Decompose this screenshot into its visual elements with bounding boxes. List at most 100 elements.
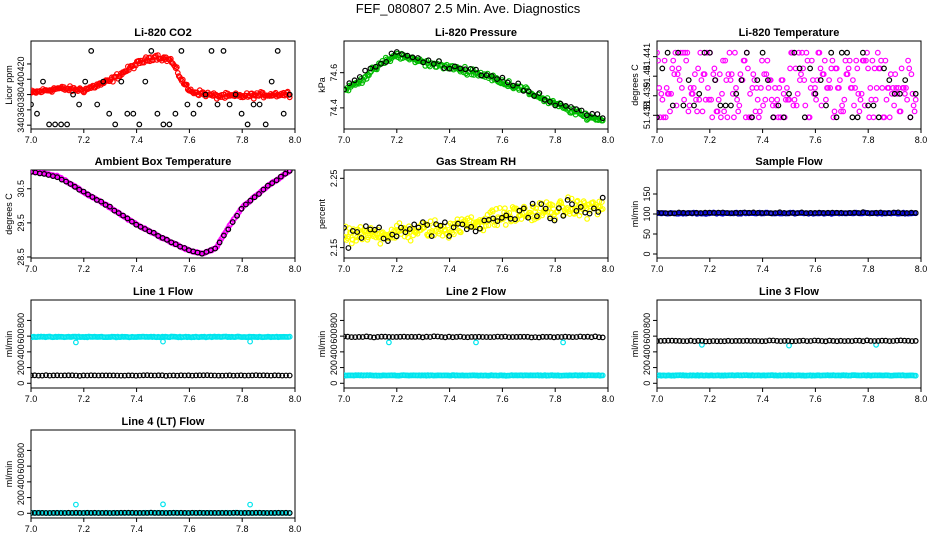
data-point [441,65,448,71]
data-point [73,509,79,516]
data-point [858,90,865,97]
data-point [912,338,919,344]
data-point [599,117,606,124]
data-point [849,338,855,345]
data-point [820,71,827,78]
panel-9: Line 3 Flow 7.0 7.2 7.4 7.6 7.8 8.0 0 2004006008… [630,286,927,404]
data-point [238,205,245,212]
x-tick-label: 7.6 [809,135,822,145]
data-point [669,65,676,72]
data-point [506,334,512,341]
data-point [502,205,508,212]
data-point [499,74,506,81]
data-point [100,78,107,85]
data-point [883,96,890,103]
data-point [204,372,211,379]
data-point [88,510,94,516]
data-point [596,198,603,205]
data-point [821,57,828,64]
data-point [367,65,374,72]
data-point [144,372,151,379]
y-axis-label: ml/min [317,331,327,358]
data-point [794,90,801,97]
data-point [882,57,889,64]
data-point [50,510,57,516]
data-point [237,206,244,213]
data-point [898,65,905,72]
data-point [476,333,482,340]
data-point [442,334,449,341]
x-tick-label: 7.8 [862,135,875,145]
data-point [376,224,383,231]
y-tick-label: 0 [16,381,26,386]
x-tick-label: 7.4 [130,524,143,534]
data-point [912,90,919,97]
data-point [286,94,293,101]
data-point [599,206,606,212]
data-point [348,240,355,247]
data-point [35,510,42,516]
data-point [457,229,464,236]
data-point [716,71,723,78]
data-point [220,232,227,239]
data-point [758,84,764,91]
data-point [897,108,904,115]
data-point [759,57,765,64]
data-point [76,372,83,379]
data-point [837,337,844,344]
data-point [230,216,237,223]
data-point [871,338,878,344]
data-point [556,205,562,212]
data-point [80,372,87,379]
data-point [675,65,682,72]
data-point [685,77,692,83]
data-point [764,57,771,64]
data-point [286,170,293,174]
y-tick-label: 600 [16,329,26,344]
data-point [449,334,456,341]
data-point [163,236,170,243]
data-point [796,338,803,344]
data-point [185,372,192,379]
data-point [528,334,535,341]
data-point [908,71,915,78]
data-point [225,226,232,233]
data-point [367,334,374,340]
data-point [425,57,432,64]
data-point [459,221,466,228]
data-point [377,240,384,247]
data-point [106,203,113,210]
x-tick-label: 7.4 [443,264,456,274]
data-point [804,338,810,345]
y-axis-label: ml/min [4,461,14,488]
data-point [260,510,267,516]
y-tick-label: 2.25 [329,170,339,188]
data-point [388,50,395,57]
data-point [892,71,899,78]
data-point [675,49,681,56]
data-point [516,207,523,214]
series-diag [344,194,606,251]
data-point [702,338,709,345]
data-point [789,49,796,56]
data-point [286,91,293,98]
data-point [560,212,567,219]
data-point [118,372,124,379]
data-point [398,224,404,231]
data-point [534,213,540,220]
data-point [378,60,384,67]
data-point [491,334,497,340]
data-point [817,65,824,72]
y-tick-label: 0 [329,381,339,386]
series-cyan [657,341,919,379]
data-point [129,372,136,379]
data-point [82,78,89,85]
data-point [724,114,731,121]
x-tick-label: 7.8 [862,264,875,274]
data-point [830,338,837,344]
data-point [817,77,824,83]
data-point [811,337,818,344]
data-point [691,338,698,345]
x-tick-label: 7.6 [496,264,509,274]
data-point [245,510,252,516]
